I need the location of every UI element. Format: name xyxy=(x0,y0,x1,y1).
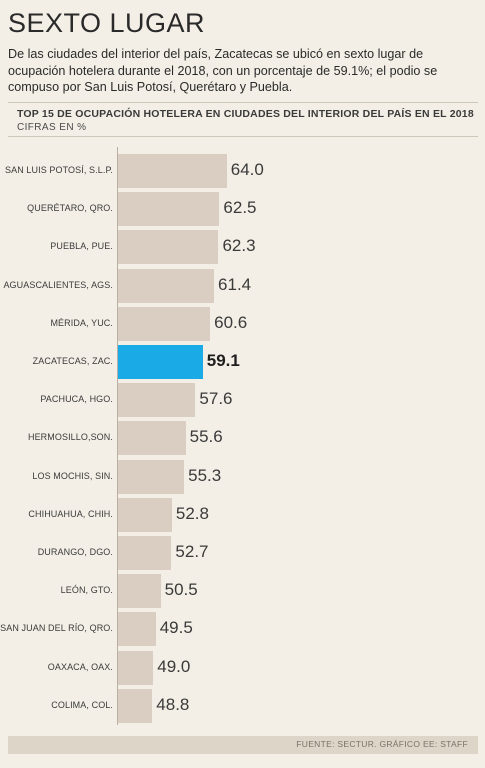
category-label: OAXACA, OAX. xyxy=(47,661,113,672)
bar xyxy=(118,536,172,570)
category-label: QUERÉTARO, QRO. xyxy=(27,203,113,214)
chart-title: TOP 15 DE OCUPACIÓN HOTELERA EN CIUDADES… xyxy=(17,108,474,120)
bar xyxy=(118,497,172,532)
value-label: 61.4 xyxy=(218,274,252,294)
value-label: 52.8 xyxy=(175,503,209,523)
bar xyxy=(118,383,196,418)
category-label: LOS MOCHIS, SIN. xyxy=(32,470,113,481)
bar xyxy=(118,421,186,456)
bar xyxy=(118,459,185,494)
bar xyxy=(118,574,161,609)
category-label: HERMOSILLO,SON. xyxy=(27,432,113,443)
category-label: SAN LUIS POTOSÍ, S.L.P. xyxy=(4,165,113,175)
bar-highlight xyxy=(118,345,203,379)
bar xyxy=(118,192,220,227)
divider-top xyxy=(8,102,478,103)
value-label: 57.6 xyxy=(199,389,233,409)
value-label: 59.1 xyxy=(206,351,240,370)
category-label: CHIHUAHUA, CHIH. xyxy=(28,508,113,519)
chart-axis-line xyxy=(117,147,118,725)
value-label: 49.5 xyxy=(159,618,193,638)
value-label: 62.3 xyxy=(222,236,256,256)
bar xyxy=(118,154,227,188)
category-label: SAN JUAN DEL RÍO, QRO. xyxy=(0,623,113,634)
category-label: PUEBLA, PUE. xyxy=(50,241,113,252)
category-label: PACHUCA, HGO. xyxy=(40,394,113,405)
bar xyxy=(118,306,211,341)
category-label: AGUASCALIENTES, AGS. xyxy=(3,279,113,290)
value-label: 60.6 xyxy=(214,312,248,332)
category-label: DURANGO, DGO. xyxy=(37,547,113,557)
value-label: 55.6 xyxy=(189,427,223,447)
bar xyxy=(118,688,153,723)
category-label: LEÓN, GTO. xyxy=(60,585,113,596)
chart-subtitle: CIFRAS EN % xyxy=(17,122,87,133)
category-label: COLIMA, COL. xyxy=(51,699,113,710)
value-label: 49.0 xyxy=(157,656,191,676)
page-title: SEXTO LUGAR xyxy=(8,8,206,38)
value-label: 50.5 xyxy=(164,580,198,600)
bar xyxy=(118,230,219,265)
value-label: 52.7 xyxy=(175,542,209,561)
divider-chart xyxy=(8,136,478,137)
value-label: 48.8 xyxy=(156,694,190,714)
bar xyxy=(118,650,154,685)
source-text: FUENTE: SECTUR. GRÁFICO EE: STAFF xyxy=(296,739,468,749)
value-label: 55.3 xyxy=(188,465,222,485)
bar xyxy=(118,268,215,303)
description-text: De las ciudades del interior del país, Z… xyxy=(8,47,438,94)
source-bar: FUENTE: SECTUR. GRÁFICO EE: STAFF xyxy=(8,736,478,754)
value-label: 62.5 xyxy=(223,198,257,218)
bar xyxy=(118,612,156,647)
value-label: 64.0 xyxy=(230,160,264,179)
category-label: ZACATECAS, ZAC. xyxy=(32,356,113,366)
category-label: MÉRIDA, YUC. xyxy=(50,317,113,328)
